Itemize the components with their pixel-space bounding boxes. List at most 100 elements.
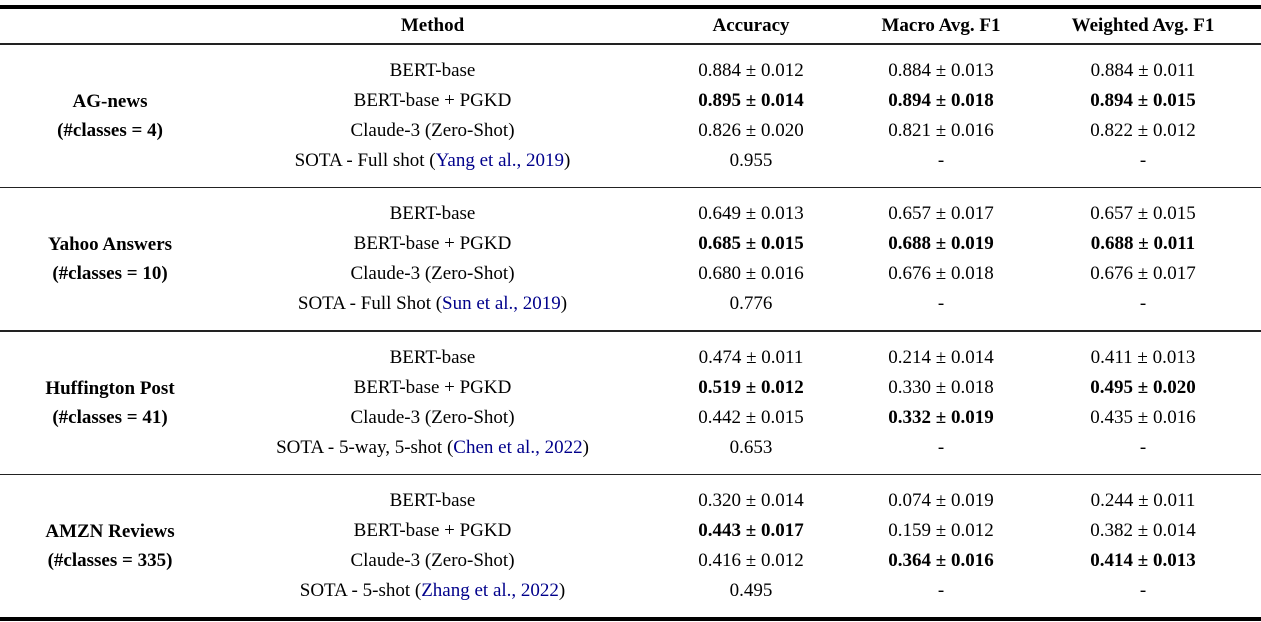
table-row: BERT-base + PGKD 0.519 ± 0.012 0.330 ± 0.0… [220,373,1261,403]
macro-f1-value: - [937,293,945,315]
weighted-f1-value: 0.244 ± 0.011 [1090,490,1196,512]
citation-link[interactable]: Zhang et al., 2022 [421,580,559,602]
weighted-f1-value: 0.414 ± 0.013 [1090,550,1196,572]
weighted-f1-value: - [1139,293,1147,315]
macro-f1-value: 0.214 ± 0.014 [888,346,994,368]
citation-link[interactable]: Sun et al., 2019 [442,293,561,315]
method-cell: BERT-base [389,346,476,368]
dataset-name: AMZN Reviews [45,521,175,543]
results-table: Method Accuracy Macro Avg. F1 Weighted A… [0,5,1261,622]
accuracy-value: 0.685 ± 0.015 [698,233,804,255]
table-row: BERT-base 0.474 ± 0.011 0.214 ± 0.014 0.411… [220,343,1261,373]
weighted-f1-value: 0.435 ± 0.016 [1090,406,1196,428]
accuracy-value: 0.680 ± 0.016 [698,263,804,285]
weighted-f1-value: 0.894 ± 0.015 [1090,89,1196,111]
table-row: Claude-3 (Zero-Shot) 0.442 ± 0.015 0.332 ±… [220,403,1261,433]
block-divider-rule [0,473,1261,476]
dataset-cell: AG-news (#classes = 4) [0,45,220,187]
weighted-f1-value: - [1139,149,1147,171]
dataset-cell: AMZN Reviews (#classes = 335) [0,475,220,617]
table-row: SOTA - Full shot (Yang et al., 2019) 0.95… [220,146,1261,176]
macro-f1-value: 0.676 ± 0.018 [888,263,994,285]
weighted-f1-value: - [1139,436,1147,458]
table-row: BERT-base + PGKD 0.443 ± 0.017 0.159 ± 0.0… [220,516,1261,546]
accuracy-value: 0.495 [729,580,773,602]
method-cell: SOTA - Full shot (Yang et al., 2019) [294,149,571,171]
dataset-classes: (#classes = 41) [52,406,168,428]
dataset-block: AMZN Reviews (#classes = 335) BERT-base 0.3… [0,475,1261,617]
macro-f1-value: 0.074 ± 0.019 [888,490,994,512]
macro-f1-value: 0.894 ± 0.018 [888,89,994,111]
accuracy-value: 0.826 ± 0.020 [698,119,804,141]
dataset-block: Yahoo Answers (#classes = 10) BERT-base 0.6… [0,188,1261,330]
citation-link[interactable]: Yang et al., 2019 [435,149,565,171]
table-bottom-rule [0,617,1261,622]
header-macro-f1: Macro Avg. F1 [881,15,1001,36]
table-row: SOTA - Full Shot (Sun et al., 2019) 0.776… [220,289,1261,319]
method-cell: SOTA - 5-shot (Zhang et al., 2022) [299,580,566,602]
header-method: Method [400,15,465,36]
macro-f1-value: 0.884 ± 0.013 [888,59,994,81]
macro-f1-value: 0.821 ± 0.016 [888,119,994,141]
method-cell: BERT-base + PGKD [353,520,512,542]
accuracy-value: 0.653 [729,436,773,458]
weighted-f1-value: 0.676 ± 0.017 [1090,263,1196,285]
accuracy-value: 0.884 ± 0.012 [698,59,804,81]
method-cell: SOTA - 5-way, 5-shot (Chen et al., 2022) [276,436,589,458]
dataset-classes: (#classes = 335) [47,550,173,572]
dataset-block: AG-news (#classes = 4) BERT-base 0.884 ± 0.… [0,45,1261,187]
dataset-rows: BERT-base 0.474 ± 0.011 0.214 ± 0.014 0.411… [220,332,1261,474]
method-cell: BERT-base + PGKD [353,376,512,398]
method-cell: BERT-base + PGKD [353,233,512,255]
method-cell: BERT-base [389,203,476,225]
accuracy-value: 0.649 ± 0.013 [698,203,804,225]
macro-f1-value: 0.364 ± 0.016 [888,550,994,572]
dataset-classes: (#classes = 10) [52,263,168,285]
weighted-f1-value: 0.495 ± 0.020 [1090,376,1196,398]
weighted-f1-value: - [1139,580,1147,602]
accuracy-value: 0.955 [729,149,773,171]
accuracy-value: 0.895 ± 0.014 [698,89,804,111]
weighted-f1-value: 0.382 ± 0.014 [1090,520,1196,542]
accuracy-value: 0.443 ± 0.017 [698,520,804,542]
table-row: BERT-base 0.649 ± 0.013 0.657 ± 0.017 0.657… [220,199,1261,229]
table-row: BERT-base + PGKD 0.895 ± 0.014 0.894 ± 0.0… [220,86,1261,116]
accuracy-value: 0.474 ± 0.011 [698,346,804,368]
method-cell: BERT-base + PGKD [353,89,512,111]
method-cell: BERT-base [389,490,476,512]
citation-link[interactable]: Chen et al., 2022 [453,436,583,458]
table-row: SOTA - 5-way, 5-shot (Chen et al., 2022)… [220,433,1261,463]
table-row: SOTA - 5-shot (Zhang et al., 2022) 0.495 -… [220,576,1261,606]
method-cell: Claude-3 (Zero-Shot) [350,119,515,141]
dataset-cell: Yahoo Answers (#classes = 10) [0,188,220,330]
block-divider-rule [0,330,1261,332]
table-row: BERT-base + PGKD 0.685 ± 0.015 0.688 ± 0.0… [220,229,1261,259]
macro-f1-value: 0.688 ± 0.019 [888,233,994,255]
weighted-f1-value: 0.822 ± 0.012 [1090,119,1196,141]
method-cell: Claude-3 (Zero-Shot) [350,263,515,285]
weighted-f1-value: 0.688 ± 0.011 [1090,233,1196,255]
weighted-f1-value: 0.657 ± 0.015 [1090,203,1196,225]
table-header-row: Method Accuracy Macro Avg. F1 Weighted A… [0,9,1261,43]
header-accuracy: Accuracy [712,15,790,36]
table-body: AG-news (#classes = 4) BERT-base 0.884 ± 0.… [0,45,1261,618]
dataset-classes: (#classes = 4) [57,119,163,141]
method-cell: SOTA - Full Shot (Sun et al., 2019) [297,293,568,315]
accuracy-value: 0.776 [729,293,773,315]
dataset-block: Huffington Post (#classes = 41) BERT-base 0… [0,332,1261,474]
dataset-cell: Huffington Post (#classes = 41) [0,332,220,474]
accuracy-value: 0.416 ± 0.012 [698,550,804,572]
weighted-f1-value: 0.884 ± 0.011 [1090,59,1196,81]
dataset-rows: BERT-base 0.884 ± 0.012 0.884 ± 0.013 0.884… [220,45,1261,187]
accuracy-value: 0.442 ± 0.015 [698,406,804,428]
accuracy-value: 0.519 ± 0.012 [698,376,804,398]
dataset-name: Huffington Post [45,377,175,399]
macro-f1-value: 0.657 ± 0.017 [888,203,994,225]
macro-f1-value: 0.330 ± 0.018 [888,376,994,398]
block-divider-rule [0,186,1261,189]
header-weighted-f1: Weighted Avg. F1 [1071,15,1215,36]
table-row: Claude-3 (Zero-Shot) 0.826 ± 0.020 0.821 ±… [220,116,1261,146]
macro-f1-value: 0.332 ± 0.019 [888,406,994,428]
method-cell: Claude-3 (Zero-Shot) [350,550,515,572]
